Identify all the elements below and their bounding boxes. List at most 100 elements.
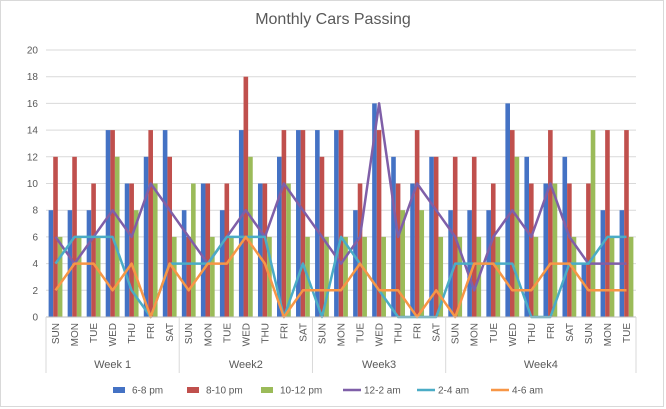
bar <box>124 183 130 317</box>
bar <box>114 156 120 317</box>
x-tick-label: SUN <box>51 323 62 344</box>
bar <box>529 183 534 317</box>
bar <box>548 130 553 317</box>
bar <box>143 156 149 317</box>
bar <box>391 156 396 317</box>
bar <box>57 236 63 317</box>
bar <box>562 156 568 317</box>
legend-label: 12-2 am <box>364 386 401 397</box>
bar <box>433 156 439 317</box>
group-label: Week2 <box>229 359 263 371</box>
bar <box>362 236 367 317</box>
y-tick-label: 4 <box>32 259 38 270</box>
x-tick-label: THU <box>260 323 271 344</box>
bar <box>205 183 211 317</box>
bar <box>91 183 96 317</box>
bar <box>67 210 73 317</box>
chart-title: Monthly Cars Passing <box>255 11 411 28</box>
bar <box>167 156 173 317</box>
bar <box>457 236 463 317</box>
x-tick-label: SAT <box>432 323 443 342</box>
bar <box>281 130 287 317</box>
x-tick-label: MON <box>337 323 348 346</box>
y-tick-label: 0 <box>32 313 38 324</box>
legend-swatch <box>261 387 273 393</box>
bar <box>210 236 215 317</box>
bar <box>95 236 101 317</box>
bar <box>338 130 344 317</box>
bar <box>238 130 244 317</box>
bar <box>200 183 206 317</box>
bar <box>48 210 54 317</box>
x-tick-label: WED <box>241 323 252 346</box>
bar <box>471 156 477 317</box>
y-tick-label: 20 <box>27 46 39 57</box>
bar <box>552 183 558 317</box>
x-tick-label: TUE <box>356 323 367 343</box>
bar <box>133 210 139 317</box>
bar <box>533 236 539 317</box>
bar <box>357 183 363 317</box>
x-tick-label: WED <box>375 323 386 346</box>
bar <box>438 236 444 317</box>
x-tick-label: TUE <box>89 323 100 343</box>
legend-label: 2-4 am <box>438 386 469 397</box>
bar <box>505 103 510 318</box>
bar <box>129 183 134 317</box>
bar <box>395 183 401 317</box>
y-tick-label: 12 <box>27 152 39 163</box>
bar <box>495 236 501 317</box>
bar <box>110 130 115 317</box>
x-tick-label: SAT <box>165 323 176 342</box>
bar <box>448 210 453 317</box>
bar <box>300 130 306 317</box>
x-tick-label: MON <box>603 323 614 346</box>
bar <box>162 130 168 317</box>
bar <box>376 130 382 317</box>
y-tick-label: 6 <box>32 232 38 243</box>
x-tick-label: SAT <box>298 323 309 342</box>
x-tick-label: FRI <box>279 323 290 339</box>
bar <box>419 210 425 317</box>
y-tick-label: 2 <box>32 286 38 297</box>
x-tick-label: MON <box>203 323 214 346</box>
bar <box>152 183 158 317</box>
x-tick-label: FRI <box>546 323 557 339</box>
x-tick-label: SUN <box>451 323 462 344</box>
bar <box>148 130 153 317</box>
bar <box>191 183 196 317</box>
y-tick-label: 14 <box>27 126 39 137</box>
x-tick-label: SAT <box>565 323 576 342</box>
x-tick-label: TUE <box>622 323 633 343</box>
group-label: Week 1 <box>94 359 131 371</box>
x-tick-label: MON <box>70 323 81 346</box>
x-tick-label: WED <box>108 323 119 346</box>
bar <box>590 130 596 317</box>
bar <box>514 156 520 317</box>
bar <box>324 236 329 317</box>
bar <box>296 130 301 317</box>
legend-swatch <box>113 387 125 393</box>
bar <box>429 156 434 317</box>
y-tick-label: 16 <box>27 99 39 110</box>
legend-swatch <box>187 387 199 393</box>
bar <box>571 236 577 317</box>
legend-label: 4-6 am <box>512 386 543 397</box>
bar <box>609 236 615 317</box>
bar <box>581 263 587 317</box>
bar <box>277 156 282 317</box>
y-tick-label: 18 <box>27 72 39 83</box>
legend-label: 8-10 pm <box>206 386 243 397</box>
x-tick-label: THU <box>394 323 405 344</box>
bar <box>372 103 377 318</box>
bar <box>243 76 249 317</box>
bar <box>381 236 386 317</box>
bar <box>257 183 263 317</box>
x-tick-label: FRI <box>413 323 424 339</box>
bar <box>524 156 530 317</box>
x-tick-label: MON <box>470 323 481 346</box>
bar <box>628 236 634 317</box>
bar <box>76 236 82 317</box>
x-tick-label: THU <box>127 323 138 344</box>
